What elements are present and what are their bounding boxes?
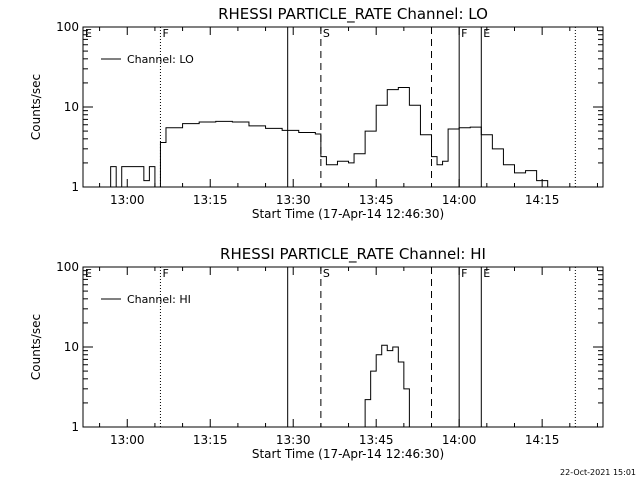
panel2-plot-frame	[82, 266, 604, 428]
panel2-title: RHESSI PARTICLE_RATE Channel: HI	[220, 245, 486, 264]
panel2-yaxis-label: Counts/sec	[29, 314, 43, 380]
panel1-xtick-label: 14:00	[442, 193, 477, 207]
panel2-event-marker-label: E	[85, 267, 92, 280]
panel2-series-line	[359, 344, 410, 428]
panel1-legend-label: Channel: LO	[127, 53, 194, 66]
panel1-series-line	[105, 87, 549, 188]
panel2-event-marker-label: F	[162, 267, 168, 280]
panel2-ytick-label: 10	[64, 340, 79, 354]
panel2-ytick-label: 100	[56, 260, 79, 274]
panel2-xtick-label: 13:30	[276, 433, 311, 447]
panel1-event-marker-label: S	[323, 27, 330, 40]
panel2-xtick-label: 14:00	[442, 433, 477, 447]
panel1-plot-frame	[82, 26, 604, 188]
panel1-ytick-label: 1	[71, 180, 79, 194]
panel1-xtick-label: 13:00	[110, 193, 145, 207]
panel1-ytick-label: 10	[64, 100, 79, 114]
panel1-event-marker-label: F	[461, 27, 467, 40]
panel2-event-marker-label: F	[461, 267, 467, 280]
panel1-xtick-label: 13:30	[276, 193, 311, 207]
panel2-xtick-label: 13:45	[359, 433, 394, 447]
panel2-xaxis-label: Start Time (17-Apr-14 12:46:30)	[252, 447, 444, 461]
panel2-event-marker-label: E	[483, 267, 490, 280]
panel2-xtick-label: 13:15	[193, 433, 228, 447]
panel1-yaxis-label: Counts/sec	[29, 74, 43, 140]
panel1-event-marker-label: F	[162, 27, 168, 40]
panel1-event-marker-label: E	[483, 27, 490, 40]
panel1-event-marker-label: E	[85, 27, 92, 40]
footer-date: 22-Oct-2021 15:01	[560, 468, 636, 477]
panel2-event-marker-label: S	[323, 267, 330, 280]
panel1-xaxis-label: Start Time (17-Apr-14 12:46:30)	[252, 207, 444, 221]
panel1-xtick-label: 13:45	[359, 193, 394, 207]
panel1-xtick-label: 13:15	[193, 193, 228, 207]
panel2-legend-label: Channel: HI	[127, 293, 191, 306]
panel2-ytick-label: 1	[71, 420, 79, 434]
panel1-title: RHESSI PARTICLE_RATE Channel: LO	[218, 5, 488, 24]
panel1-xtick-label: 14:15	[525, 193, 560, 207]
panel1-ytick-label: 100	[56, 20, 79, 34]
panel2-xtick-label: 14:15	[525, 433, 560, 447]
panel2-xtick-label: 13:00	[110, 433, 145, 447]
